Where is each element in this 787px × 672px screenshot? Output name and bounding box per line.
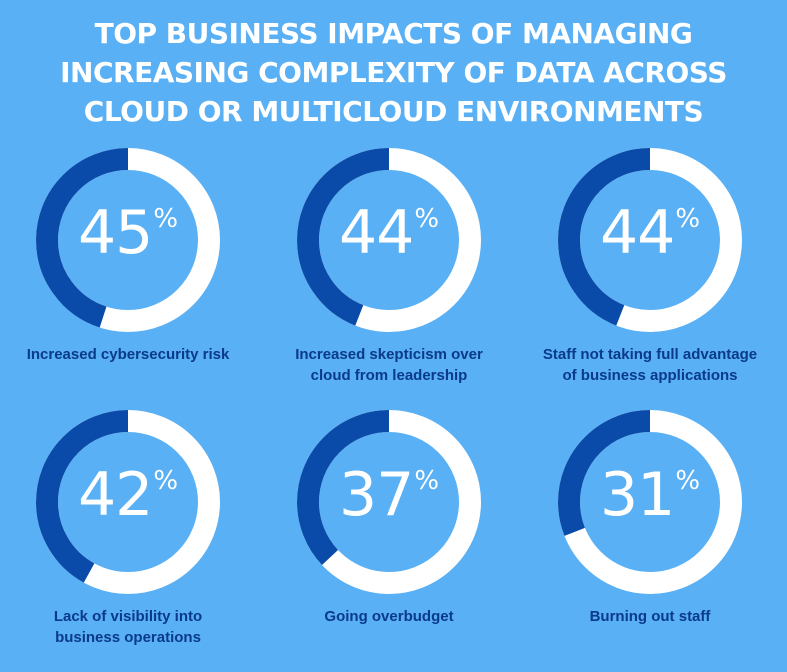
impact-label-line: Lack of visibility into [53, 608, 203, 625]
donut-value-arc [558, 148, 742, 332]
donut-svg [36, 148, 220, 332]
donut-value-arc [36, 148, 220, 332]
impact-label-line: Increased cybersecurity risk [26, 346, 230, 363]
donut-chart: 42% [36, 410, 220, 594]
donut-card: 42% Lack of visibility into business opera… [8, 410, 248, 660]
donut-svg [297, 148, 481, 332]
percent-number: 42 [77, 460, 153, 530]
donut-svg [558, 148, 742, 332]
percent-number: 44 [599, 198, 675, 268]
percent-sign: % [153, 204, 179, 234]
donut-card: 37% Going overbudget [269, 410, 509, 660]
donut-card: 44% Staff not taking full advantage of bus… [530, 148, 770, 398]
impact-label-line: cloud from leadership [310, 367, 468, 384]
impact-label-line: Staff not taking full advantage [542, 346, 758, 363]
percent-sign: % [675, 204, 701, 234]
donut-svg [558, 410, 742, 594]
chart-title: TOP BUSINESS IMPACTS OF MANAGING INCREAS… [0, 14, 787, 131]
percent-sign: % [153, 466, 179, 496]
percent-sign: % [414, 466, 440, 496]
impact-label: Lack of visibility into business operatio… [8, 606, 248, 648]
donut-card: 45% Increased cybersecurity risk [8, 148, 248, 398]
title-line: INCREASING COMPLEXITY OF DATA ACROSS [60, 56, 727, 89]
donut-value-arc [36, 410, 220, 594]
percent-value: 42% [36, 460, 220, 530]
impact-label-line: business operations [55, 629, 201, 646]
percent-value: 37% [297, 460, 481, 530]
percent-sign: % [675, 466, 701, 496]
donut-chart: 37% [297, 410, 481, 594]
percent-value: 45% [36, 198, 220, 268]
impact-label-line: Burning out staff [589, 608, 711, 625]
donut-card: 44% Increased skepticism over cloud from l… [269, 148, 509, 398]
title-line: CLOUD OR MULTICLOUD ENVIRONMENTS [83, 95, 704, 128]
percent-number: 31 [599, 460, 675, 530]
donut-chart: 45% [36, 148, 220, 332]
donut-card: 31% Burning out staff [530, 410, 770, 660]
donut-value-arc [297, 148, 481, 332]
impact-label: Burning out staff [530, 606, 770, 627]
impact-label: Going overbudget [269, 606, 509, 627]
impact-label: Increased cybersecurity risk [8, 344, 248, 365]
percent-number: 37 [338, 460, 414, 530]
donut-value-arc [558, 410, 742, 594]
donut-chart: 31% [558, 410, 742, 594]
donut-svg [36, 410, 220, 594]
donut-svg [297, 410, 481, 594]
donut-value-arc [297, 410, 481, 594]
impact-label-line: Going overbudget [324, 608, 454, 625]
impact-label-line: of business applications [562, 367, 738, 384]
percent-value: 31% [558, 460, 742, 530]
impact-label: Staff not taking full advantage of busine… [530, 344, 770, 386]
title-line: TOP BUSINESS IMPACTS OF MANAGING [94, 17, 693, 50]
percent-number: 44 [338, 198, 414, 268]
impact-label-line: Increased skepticism over [295, 346, 483, 363]
percent-number: 45 [77, 198, 153, 268]
donut-chart: 44% [558, 148, 742, 332]
impact-label: Increased skepticism over cloud from lead… [269, 344, 509, 386]
percent-value: 44% [297, 198, 481, 268]
percent-value: 44% [558, 198, 742, 268]
donut-chart: 44% [297, 148, 481, 332]
percent-sign: % [414, 204, 440, 234]
